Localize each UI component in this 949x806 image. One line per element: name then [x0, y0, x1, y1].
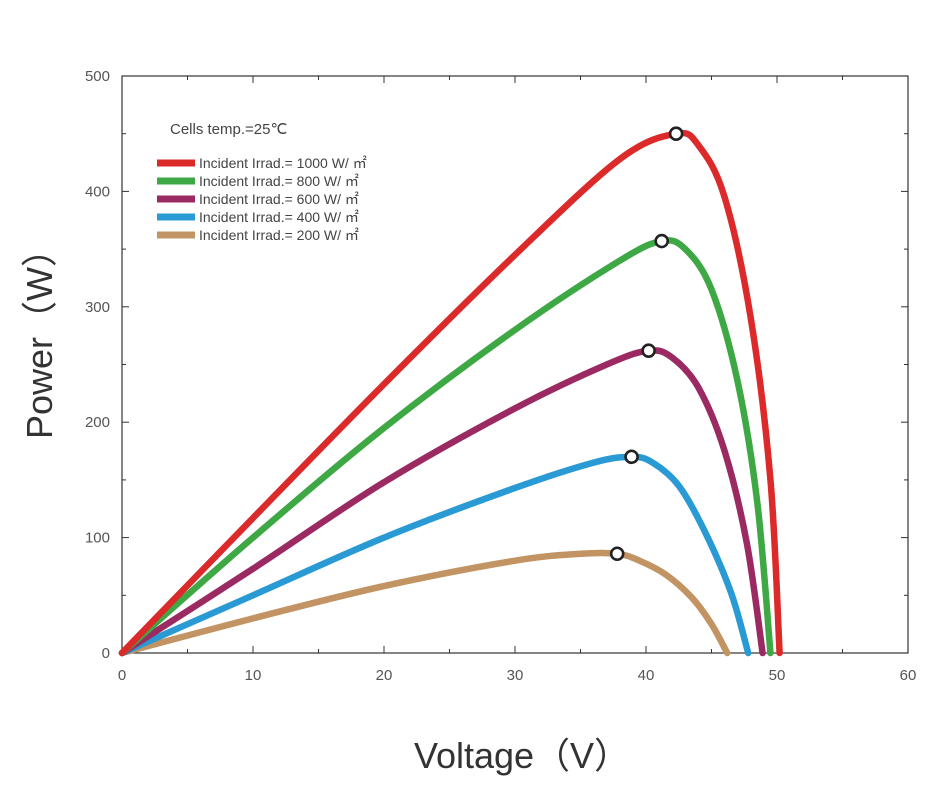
y-tick-label: 0 — [102, 645, 110, 662]
axis-ticks — [121, 75, 909, 654]
y-tick-label: 400 — [85, 183, 110, 200]
cells-temp-annotation: Cells temp.=25℃ — [170, 121, 287, 138]
series-curves — [118, 129, 783, 657]
series-line-1 — [118, 129, 783, 657]
y-tick-label: 300 — [85, 299, 110, 316]
x-axis-title: Voltage（V） — [414, 735, 630, 776]
mpp-point-3 — [641, 343, 656, 358]
legend: Incident Irrad.= 1000 W/ ㎡ Incident Irrad… — [157, 155, 367, 243]
mpp-point-1 — [668, 126, 684, 141]
y-tick-label: 100 — [85, 530, 110, 547]
x-tick-label: 20 — [376, 667, 393, 684]
mpp-point-2 — [654, 233, 670, 249]
legend-label-4: Incident Irrad.= 400 W/ ㎡ — [199, 209, 359, 225]
series-line-2 — [118, 237, 774, 657]
legend-label-2: Incident Irrad.= 800 W/ ㎡ — [199, 173, 359, 189]
mpp-point-5 — [609, 546, 625, 562]
series-line-5 — [118, 549, 731, 657]
mpp-point-4 — [624, 449, 639, 465]
x-tick-label: 40 — [638, 667, 655, 684]
x-tick-label: 10 — [245, 667, 262, 684]
axis-tick-labels: 0 10 20 30 40 50 60 0 100 200 300 400 500 — [85, 68, 916, 684]
series-line-4 — [118, 453, 752, 657]
series-line-3 — [118, 347, 766, 657]
mpp-markers — [609, 126, 684, 562]
legend-label-3: Incident Irrad.= 600 W/ ㎡ — [199, 191, 359, 207]
x-tick-label: 0 — [118, 667, 126, 684]
y-tick-label: 500 — [85, 68, 110, 85]
y-axis-title: Power（W） — [19, 231, 60, 439]
x-tick-label: 50 — [769, 667, 786, 684]
x-tick-label: 30 — [507, 667, 524, 684]
legend-label-5: Incident Irrad.= 200 W/ ㎡ — [199, 227, 359, 243]
legend-label-1: Incident Irrad.= 1000 W/ ㎡ — [199, 155, 367, 171]
x-tick-label: 60 — [900, 667, 917, 684]
y-tick-label: 200 — [85, 414, 110, 431]
